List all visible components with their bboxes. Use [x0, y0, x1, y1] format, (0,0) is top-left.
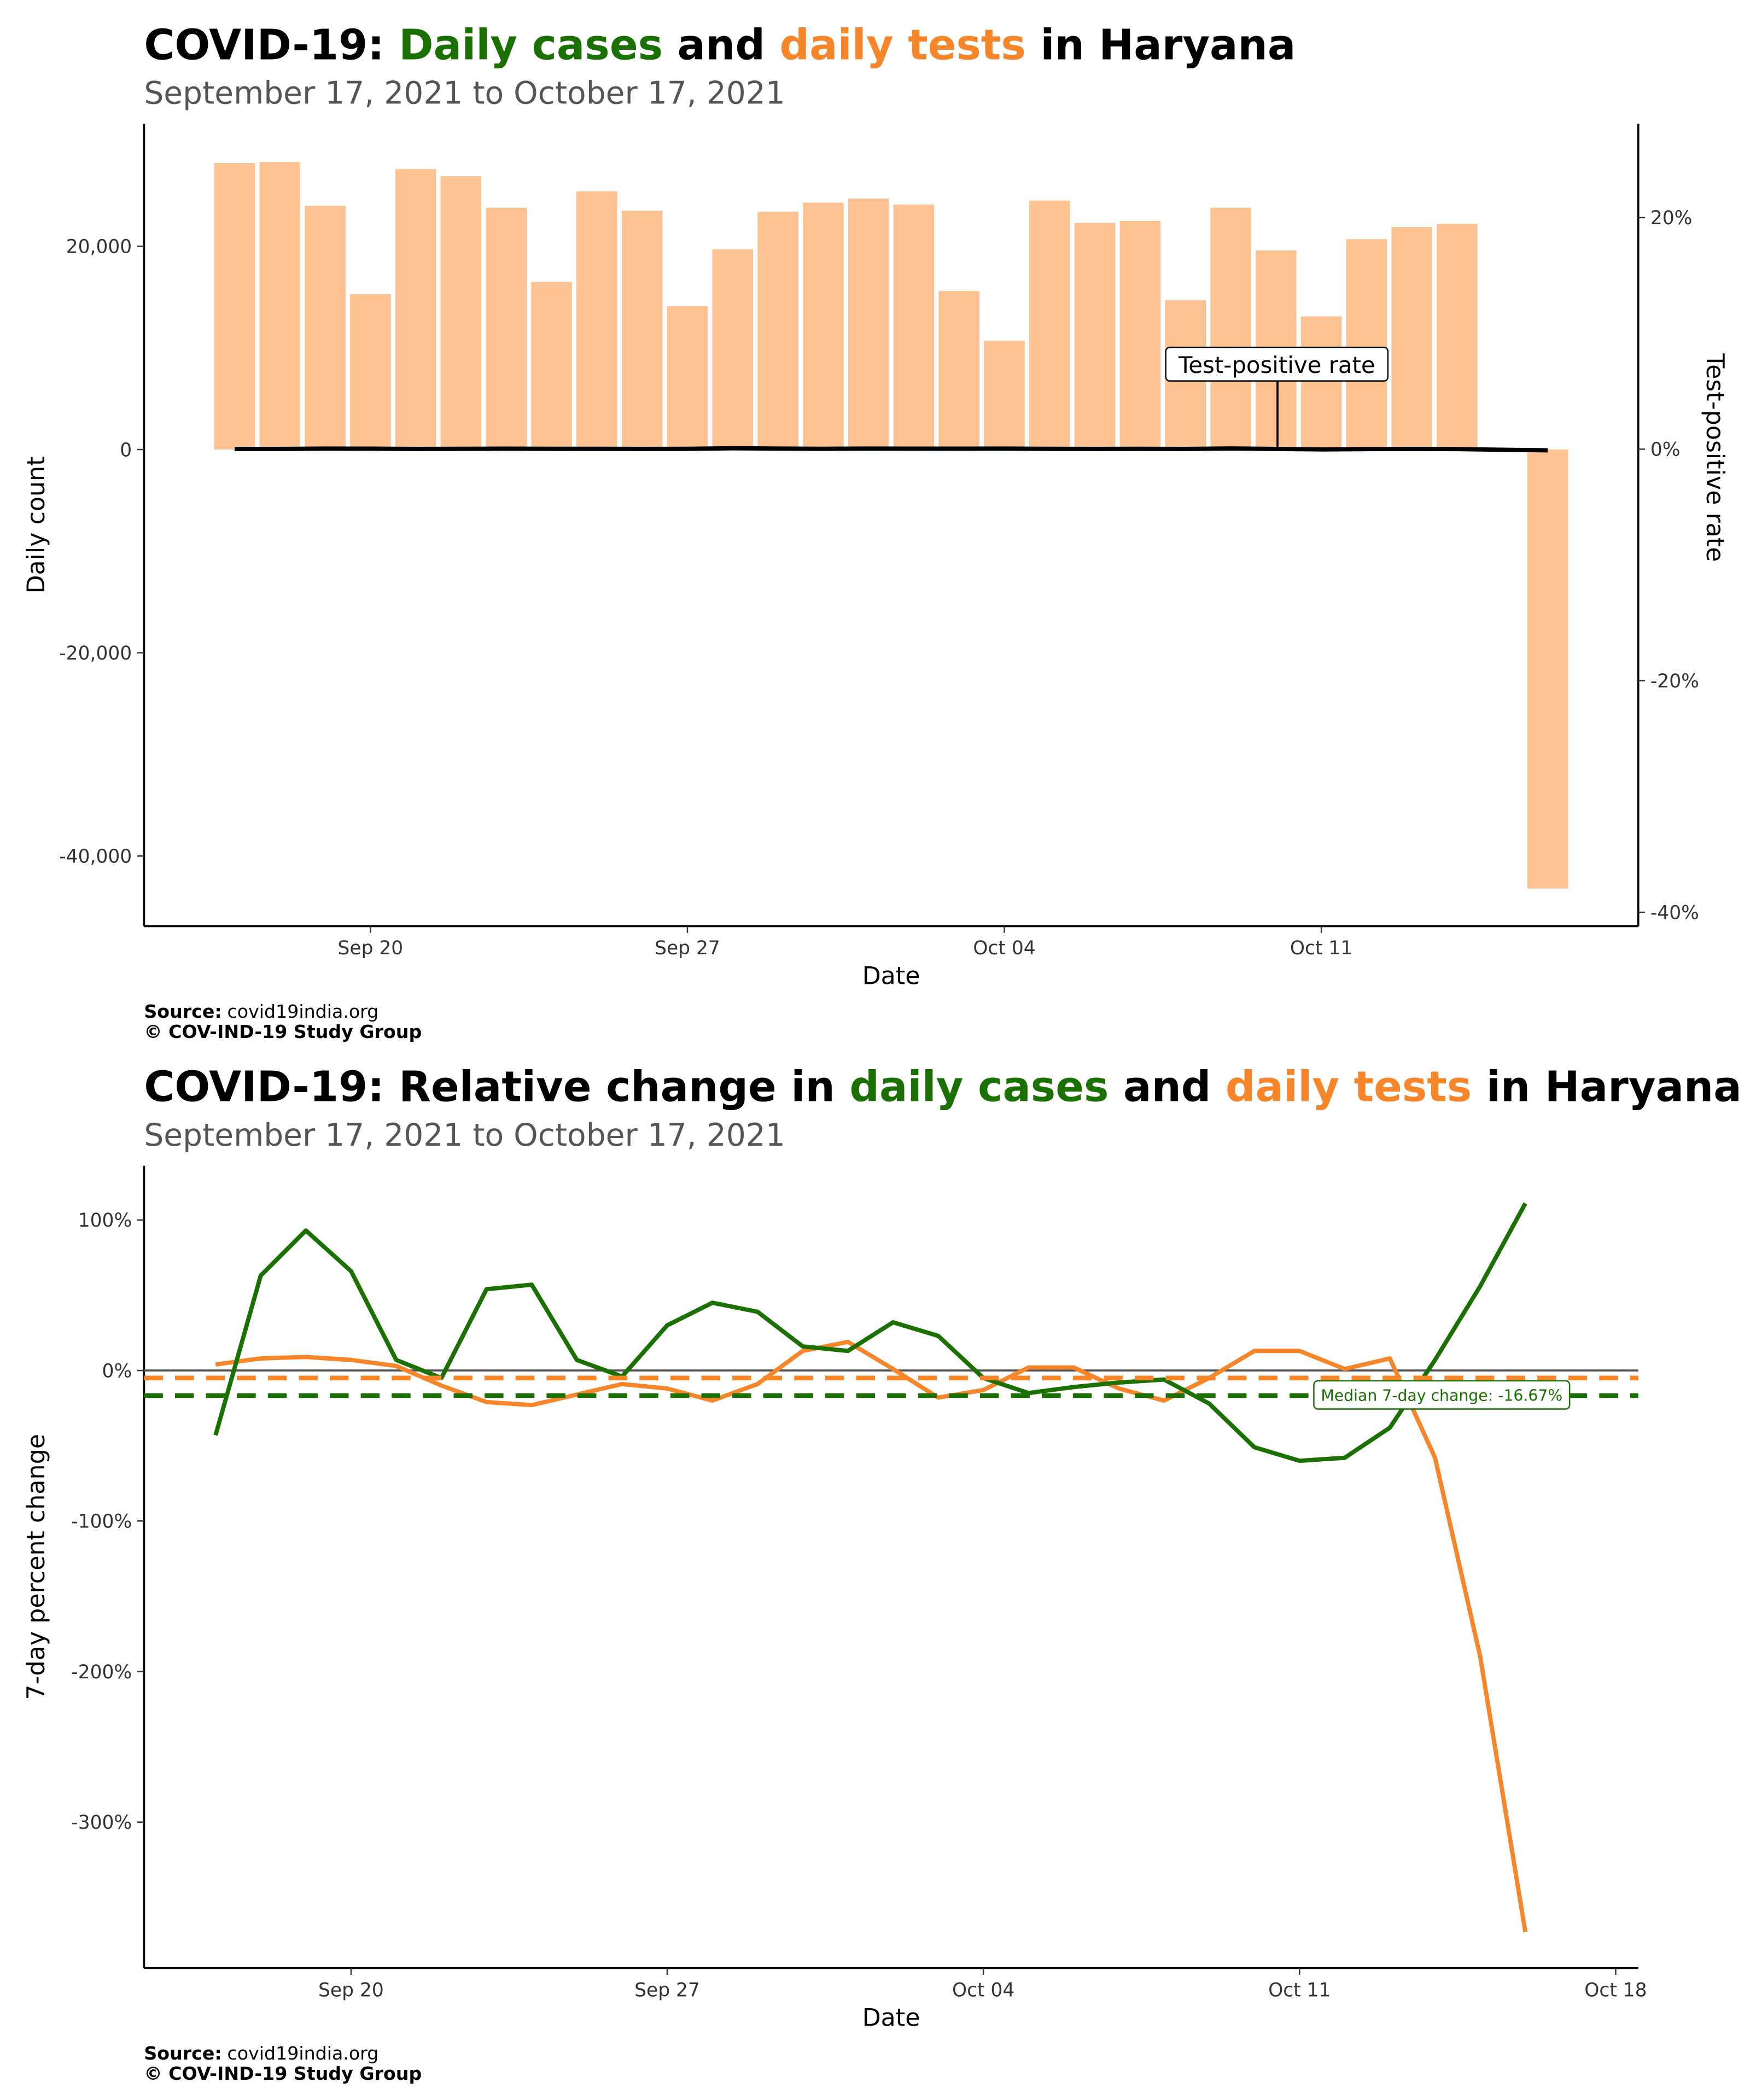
- bar: [1527, 450, 1568, 889]
- chart-title: COVID-19: Relative change in daily cases…: [144, 1063, 1741, 1111]
- x-tick-label: Oct 18: [1584, 1979, 1647, 2001]
- bar: [893, 205, 935, 450]
- x-tick-label: Sep 27: [634, 1979, 700, 2001]
- y-axis-title: Daily count: [22, 456, 50, 593]
- bar: [259, 162, 301, 450]
- bar: [576, 191, 617, 450]
- y-tick-label: -40,000: [59, 846, 132, 868]
- bar: [1437, 224, 1478, 450]
- y2-axis-title: Test-positive rate: [1701, 353, 1729, 562]
- bar: [440, 176, 482, 450]
- source-text: covid19india.org: [228, 1001, 379, 1022]
- bar: [803, 202, 844, 450]
- y2-tick-label: -20%: [1650, 670, 1699, 692]
- y-tick-label: 0: [120, 439, 132, 461]
- bar: [395, 169, 436, 450]
- credit: © COV-IND-19 Study Group: [144, 1021, 422, 1042]
- x-tick-label: Oct 04: [952, 1979, 1014, 2001]
- x-tick-label: Sep 20: [318, 1979, 384, 2001]
- y2-tick-label: 20%: [1650, 207, 1693, 229]
- x-axis-title: Date: [862, 962, 920, 990]
- bar: [757, 212, 798, 450]
- series-line: [213, 1202, 1527, 1463]
- source: Source: covid19india.org: [144, 1001, 378, 1022]
- title-part: COVID-19:: [144, 20, 399, 69]
- y-tick-label: 100%: [78, 1210, 132, 1232]
- bar: [1300, 316, 1342, 450]
- title-part: Daily cases: [399, 20, 663, 69]
- x-tick-label: Oct 11: [1290, 937, 1352, 959]
- bar: [1210, 207, 1251, 450]
- x-tick-label: Oct 11: [1268, 1979, 1331, 2001]
- source-text: covid19india.org: [228, 2043, 379, 2064]
- title-part: daily tests: [780, 20, 1026, 69]
- y-tick-label: -100%: [71, 1511, 132, 1533]
- title-part: COVID-19: Relative change in: [144, 1063, 849, 1111]
- annotation: Test-positive rate: [1178, 352, 1375, 378]
- bar: [1029, 200, 1070, 450]
- title-part: and: [663, 20, 780, 69]
- credit: © COV-IND-19 Study Group: [144, 2063, 422, 2084]
- y-tick-label: 20,000: [66, 236, 132, 258]
- bar: [621, 211, 663, 450]
- y2-tick-label: -40%: [1650, 902, 1699, 924]
- title-part: daily cases: [849, 1063, 1109, 1111]
- title-part: and: [1109, 1063, 1226, 1111]
- y-tick-label: 0%: [102, 1360, 132, 1382]
- x-tick-label: Sep 27: [655, 937, 720, 959]
- x-tick-label: Oct 04: [973, 937, 1035, 959]
- bar: [938, 291, 979, 450]
- bar: [531, 282, 572, 450]
- bar: [214, 163, 255, 450]
- x-axis-title: Date: [862, 2004, 920, 2032]
- y-tick-label: -20,000: [59, 643, 132, 664]
- series-line: [234, 446, 1548, 453]
- bar: [1346, 239, 1387, 450]
- y-tick-label: -200%: [71, 1661, 132, 1683]
- title-part: in Haryana: [1472, 1063, 1742, 1111]
- bar: [848, 199, 889, 450]
- bar: [350, 294, 391, 450]
- chart-subtitle: September 17, 2021 to October 17, 2021: [144, 75, 785, 112]
- chart-subtitle: September 17, 2021 to October 17, 2021: [144, 1117, 785, 1153]
- source: Source: covid19india.org: [144, 2043, 378, 2064]
- y2-tick-label: 0%: [1650, 439, 1681, 461]
- bar: [1119, 220, 1161, 450]
- title-part: in Haryana: [1026, 20, 1296, 69]
- median-label-box: [1313, 1380, 1571, 1410]
- bar: [1391, 227, 1432, 450]
- source-label: Source:: [144, 1001, 221, 1022]
- y-tick-label: -300%: [71, 1812, 132, 1834]
- chart-title: COVID-19: Daily cases and daily tests in…: [144, 20, 1296, 69]
- median-label: Median 7-day change: -16.67%: [1321, 1387, 1562, 1405]
- source-label: Source:: [144, 2043, 221, 2064]
- bar: [712, 249, 754, 450]
- bar: [486, 207, 527, 450]
- bar: [305, 206, 346, 450]
- x-tick-label: Sep 20: [338, 937, 404, 959]
- bar: [667, 306, 708, 450]
- bar: [984, 341, 1025, 450]
- series-line: [215, 1339, 1528, 1933]
- annotation-box: [1165, 346, 1389, 382]
- bar: [1074, 223, 1116, 450]
- title-part: daily tests: [1226, 1063, 1472, 1111]
- y-axis-title: 7-day percent change: [22, 1434, 50, 1700]
